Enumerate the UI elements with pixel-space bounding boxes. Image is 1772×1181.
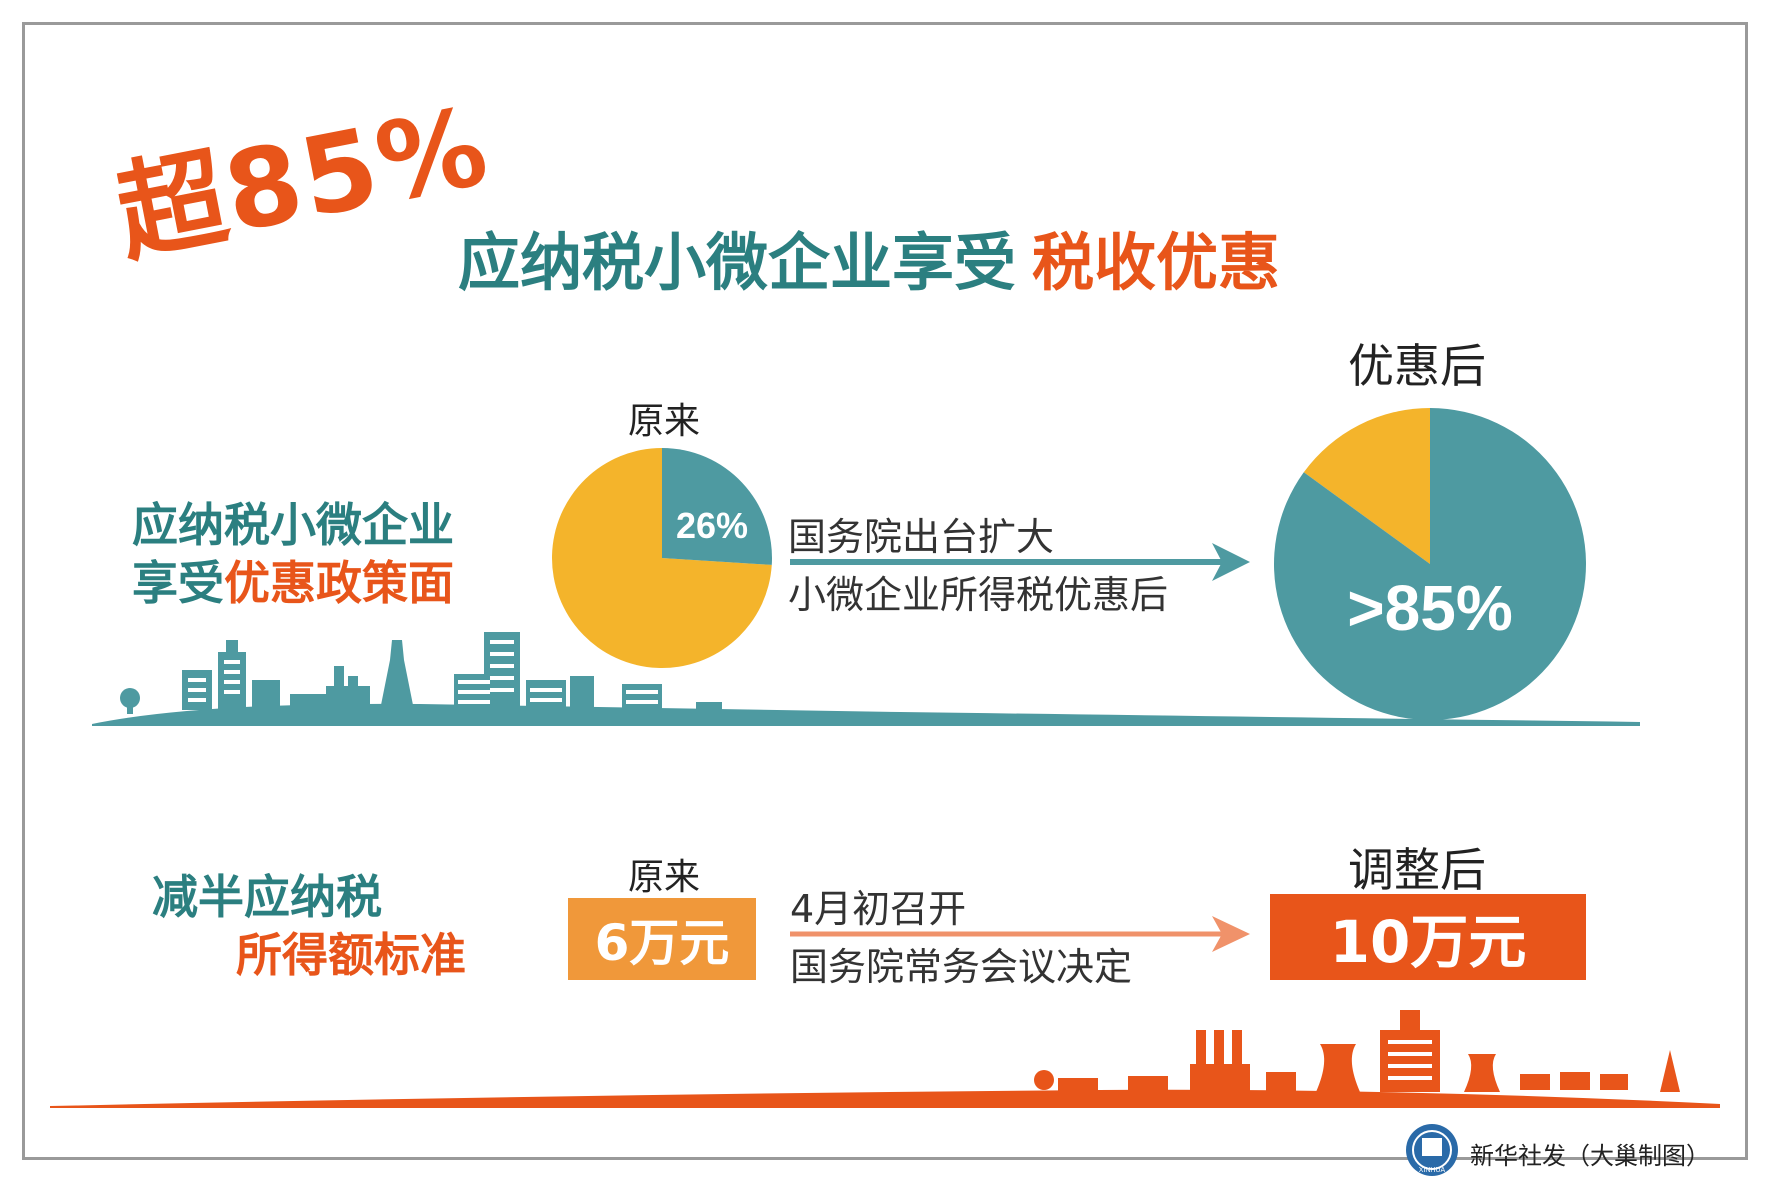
teal-city-skyline-icon	[92, 632, 1640, 726]
teal-skyline-windows	[188, 640, 658, 704]
section2-before-value-box: 6万元	[568, 898, 756, 980]
pie-before-value: 26%	[676, 505, 748, 546]
section2-description: 4月初召开 国务院常务会议决定	[790, 880, 1132, 996]
section2-after-value: 10万元	[1329, 908, 1527, 976]
arrow-right-icon	[790, 543, 1250, 581]
section2-after-value-box: 10万元	[1270, 894, 1586, 980]
section1-description: 国务院出台扩大 小微企业所得税优惠后	[788, 508, 1168, 624]
section1-desc-line1: 国务院出台扩大	[788, 515, 1055, 559]
section2-before-label: 原来	[628, 857, 701, 898]
pie-after-value: >85%	[1347, 572, 1512, 644]
arrow-right-icon	[790, 916, 1250, 952]
section1-heading-prefix: 享受	[132, 556, 224, 610]
section1-desc-line2: 小微企业所得税优惠后	[788, 573, 1169, 617]
headline-subtitle-main: 应纳税小微企业享受	[458, 226, 1017, 299]
section2-heading: 减半应纳税 所得额标准	[152, 868, 466, 984]
pie-after-share-slice	[1273, 408, 1587, 721]
footer-credit: 新华社发（大巢制图）	[1470, 1142, 1710, 1170]
section1-after-label: 优惠后	[1348, 339, 1486, 393]
outer-frame	[22, 22, 1748, 1160]
section2-after-label: 调整后	[1348, 843, 1486, 897]
headline-subtitle: 应纳税小微企业享受 税收优惠	[458, 212, 1280, 302]
section2-heading-line2: 所得额标准	[236, 928, 466, 982]
section2-desc-line1: 4月初召开	[790, 887, 967, 931]
pie-after-other-slice	[1303, 408, 1430, 564]
section1-before-label: 原来	[628, 401, 701, 442]
orange-industrial-skyline-icon	[50, 1010, 1720, 1108]
pie-before-other-slice	[551, 448, 772, 668]
orange-skyline-windows	[1388, 1040, 1432, 1080]
pie-before-share-slice	[662, 448, 772, 565]
section1-heading: 应纳税小微企业 享受优惠政策面	[132, 496, 454, 612]
xinhua-logo-text: XINHUA	[1419, 1167, 1446, 1174]
section1-heading-line1: 应纳税小微企业	[132, 498, 454, 552]
headline-subtitle-highlight: 税收优惠	[1032, 226, 1281, 299]
section2-desc-line2: 国务院常务会议决定	[790, 945, 1133, 989]
section2-heading-line1: 减半应纳税	[152, 870, 382, 924]
xinhua-logo-icon: XINHUA	[1406, 1124, 1458, 1176]
section2-before-value: 6万元	[594, 914, 730, 972]
section1-heading-highlight: 优惠政策面	[224, 556, 454, 610]
section1-heading-line2: 享受优惠政策面	[132, 554, 454, 612]
